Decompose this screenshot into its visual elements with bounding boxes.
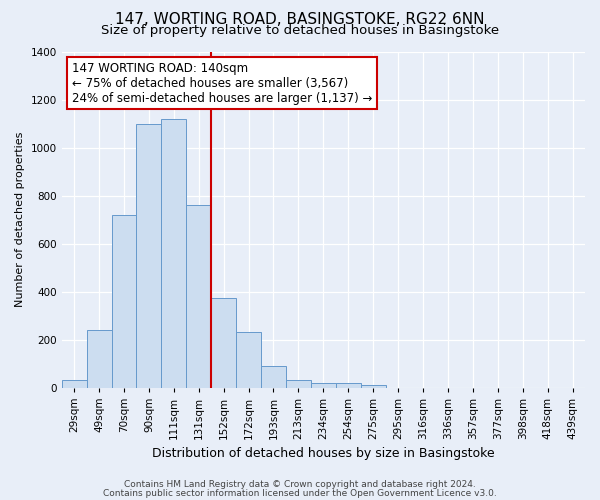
Text: Size of property relative to detached houses in Basingstoke: Size of property relative to detached ho…: [101, 24, 499, 37]
Bar: [136, 124, 161, 388]
Y-axis label: Number of detached properties: Number of detached properties: [15, 132, 25, 307]
Bar: [286, 380, 311, 388]
Bar: [211, 298, 236, 388]
Bar: [186, 205, 211, 388]
Bar: [236, 332, 261, 388]
Text: 147 WORTING ROAD: 140sqm
← 75% of detached houses are smaller (3,567)
24% of sem: 147 WORTING ROAD: 140sqm ← 75% of detach…: [72, 62, 373, 104]
Bar: [86, 330, 112, 388]
Bar: [361, 385, 386, 388]
Bar: [161, 118, 186, 388]
Bar: [112, 214, 136, 388]
Bar: [311, 382, 336, 388]
Text: 147, WORTING ROAD, BASINGSTOKE, RG22 6NN: 147, WORTING ROAD, BASINGSTOKE, RG22 6NN: [115, 12, 485, 28]
Text: Contains public sector information licensed under the Open Government Licence v3: Contains public sector information licen…: [103, 488, 497, 498]
Bar: [62, 380, 86, 388]
Bar: [261, 366, 286, 388]
Bar: [336, 382, 361, 388]
X-axis label: Distribution of detached houses by size in Basingstoke: Distribution of detached houses by size …: [152, 447, 494, 460]
Text: Contains HM Land Registry data © Crown copyright and database right 2024.: Contains HM Land Registry data © Crown c…: [124, 480, 476, 489]
